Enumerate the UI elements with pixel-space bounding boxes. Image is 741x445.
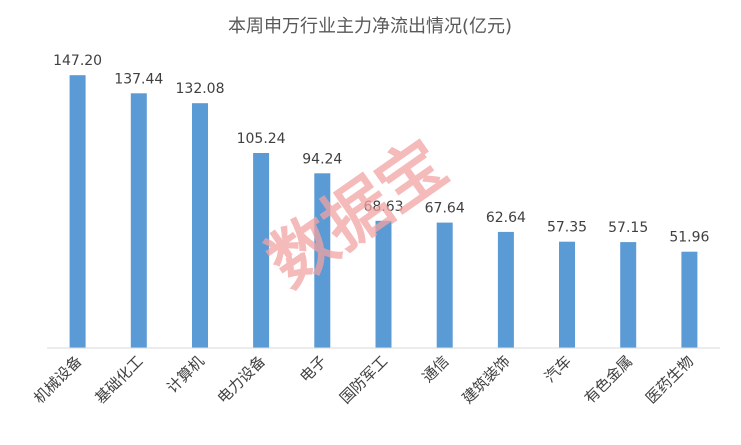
value-label-group: 147.20 137.44 132.08 105.24 94.24 68.63 67.64 6…: [53, 53, 709, 246]
category-label-7: 建筑装饰: [459, 352, 514, 407]
category-label-4: 电子: [296, 352, 330, 386]
category-label-1: 基础化工: [91, 352, 146, 407]
bar-8: [559, 241, 575, 348]
bar-5: [375, 220, 392, 348]
category-label-6: 通信: [419, 352, 453, 386]
value-label-5: 68.63: [363, 199, 403, 215]
bar-4: [314, 173, 331, 348]
value-label-2: 132.08: [176, 81, 225, 97]
value-label-10: 51.96: [669, 230, 709, 246]
value-label-9: 57.15: [608, 220, 648, 236]
category-label-3: 电力设备: [214, 352, 269, 407]
category-label-8: 汽车: [541, 352, 575, 386]
value-label-4: 94.24: [302, 151, 342, 167]
value-label-3: 105.24: [237, 131, 286, 147]
category-label-2: 计算机: [163, 352, 208, 397]
bar-9: [620, 242, 637, 348]
category-label-10: 医药生物: [642, 352, 697, 407]
value-label-8: 57.35: [547, 220, 587, 236]
bar-group: [69, 75, 698, 348]
bar-6: [436, 222, 453, 348]
category-label-9: 有色金属: [581, 352, 636, 407]
chart-title: 本周申万行业主力净流出情况(亿元): [228, 16, 512, 37]
bar-3: [253, 153, 270, 348]
bar-0: [69, 75, 86, 348]
value-label-6: 67.64: [425, 201, 465, 217]
category-label-group: 机械设备 基础化工 计算机 电力设备 电子 国防军工 通信 建筑装饰 汽车 有色金属 医药生物: [30, 352, 697, 407]
value-label-1: 137.44: [114, 71, 163, 87]
bar-7: [497, 231, 514, 348]
bar-1: [130, 93, 147, 348]
category-label-5: 国防军工: [336, 352, 391, 407]
category-label-0: 机械设备: [30, 352, 85, 407]
bar-10: [681, 251, 698, 348]
bar-2: [192, 103, 208, 348]
value-label-7: 62.64: [486, 210, 526, 226]
value-label-0: 147.20: [53, 53, 102, 69]
